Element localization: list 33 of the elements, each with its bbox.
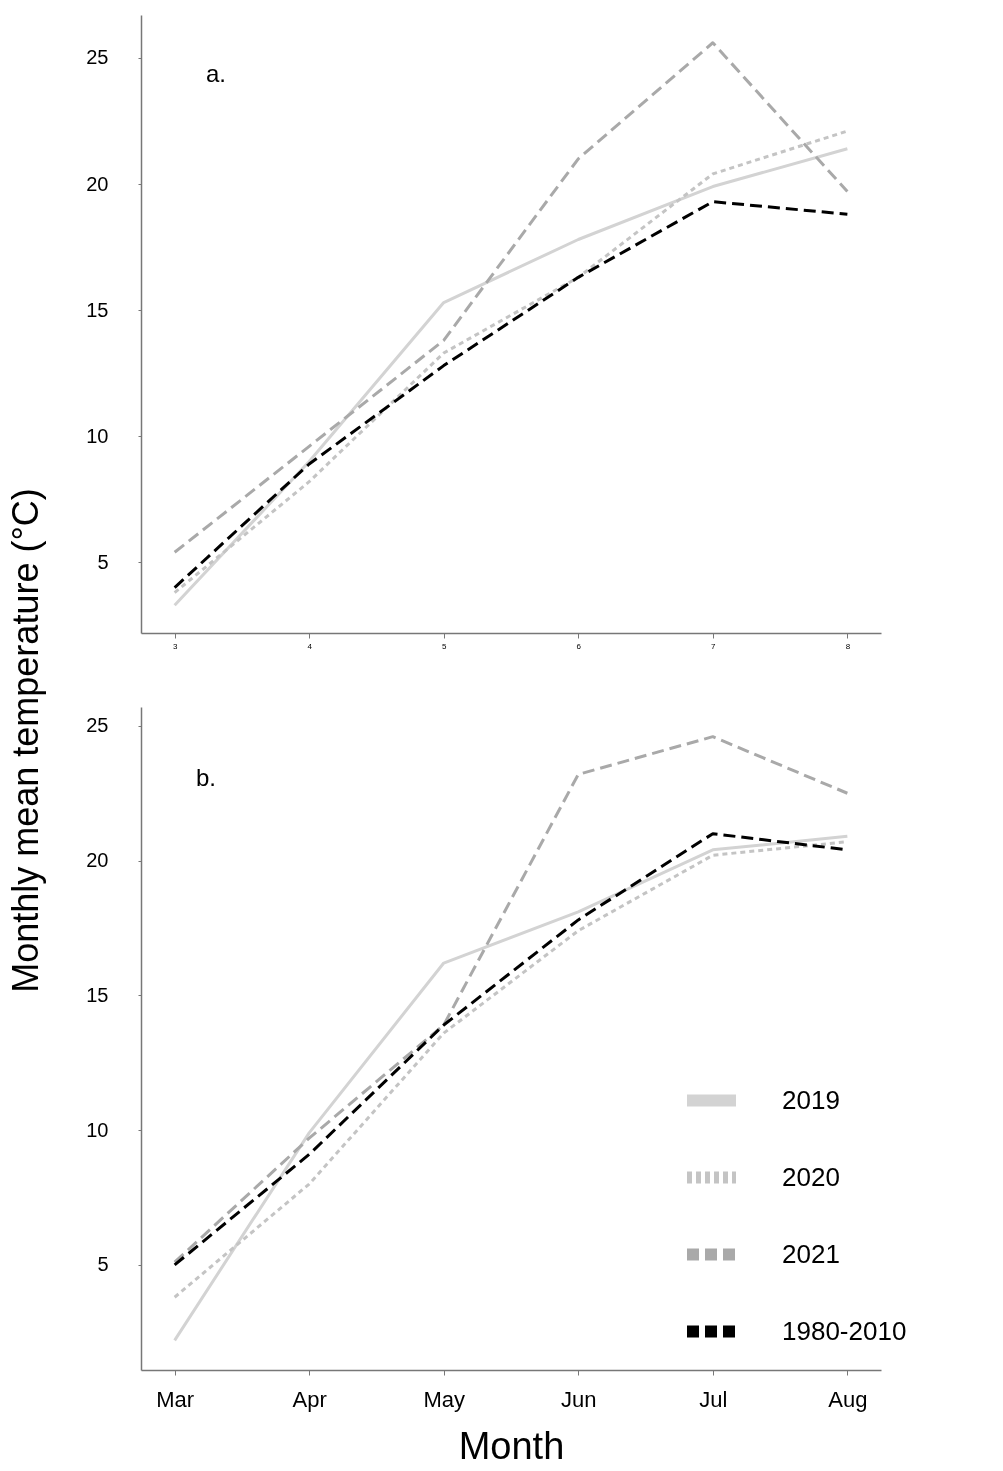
annotation: b. <box>196 764 217 791</box>
x-tick-label: Mar <box>156 1386 195 1412</box>
y-tick-label: 10 <box>86 424 109 447</box>
x-tick-label: Aug <box>828 1386 868 1412</box>
x-tick-label: Jul <box>699 1386 728 1412</box>
y-tick-label: 20 <box>86 849 109 872</box>
annotation: a. <box>206 60 227 87</box>
x-tick-label: May <box>423 1386 466 1412</box>
line-series <box>173 735 849 1264</box>
y-tick-label: 5 <box>97 550 109 573</box>
x-tick-label: 5 <box>442 641 447 651</box>
x-tick-label: 3 <box>172 641 178 651</box>
x-tick-label: 4 <box>307 641 313 651</box>
y-tick-label: 15 <box>86 298 109 321</box>
y-tick-label: 25 <box>86 46 109 69</box>
y-tick-label: 15 <box>86 983 109 1006</box>
line-series <box>173 41 849 554</box>
y-tick-label: 20 <box>86 172 109 195</box>
x-tick-label: 6 <box>576 641 582 651</box>
x-tick-label: 7 <box>711 641 717 651</box>
y-tick-label: 10 <box>86 1118 109 1141</box>
legend-label: 2021 <box>782 1238 840 1269</box>
legend-label: 2020 <box>782 1161 840 1192</box>
y-tick-label: 25 <box>86 714 109 737</box>
legend-label: 2019 <box>782 1084 840 1115</box>
x-tick-label: Apr <box>292 1386 327 1412</box>
line-series <box>173 200 849 590</box>
x-tick-label: 8 <box>845 641 851 651</box>
x-tick-label: Jun <box>561 1386 597 1412</box>
y-tick-label: 5 <box>97 1253 109 1276</box>
x-axis-title: Month <box>458 1424 565 1467</box>
y-axis-title: Monthly mean temperature (°C) <box>4 488 46 993</box>
legend-label: 1980-2010 <box>782 1315 907 1346</box>
